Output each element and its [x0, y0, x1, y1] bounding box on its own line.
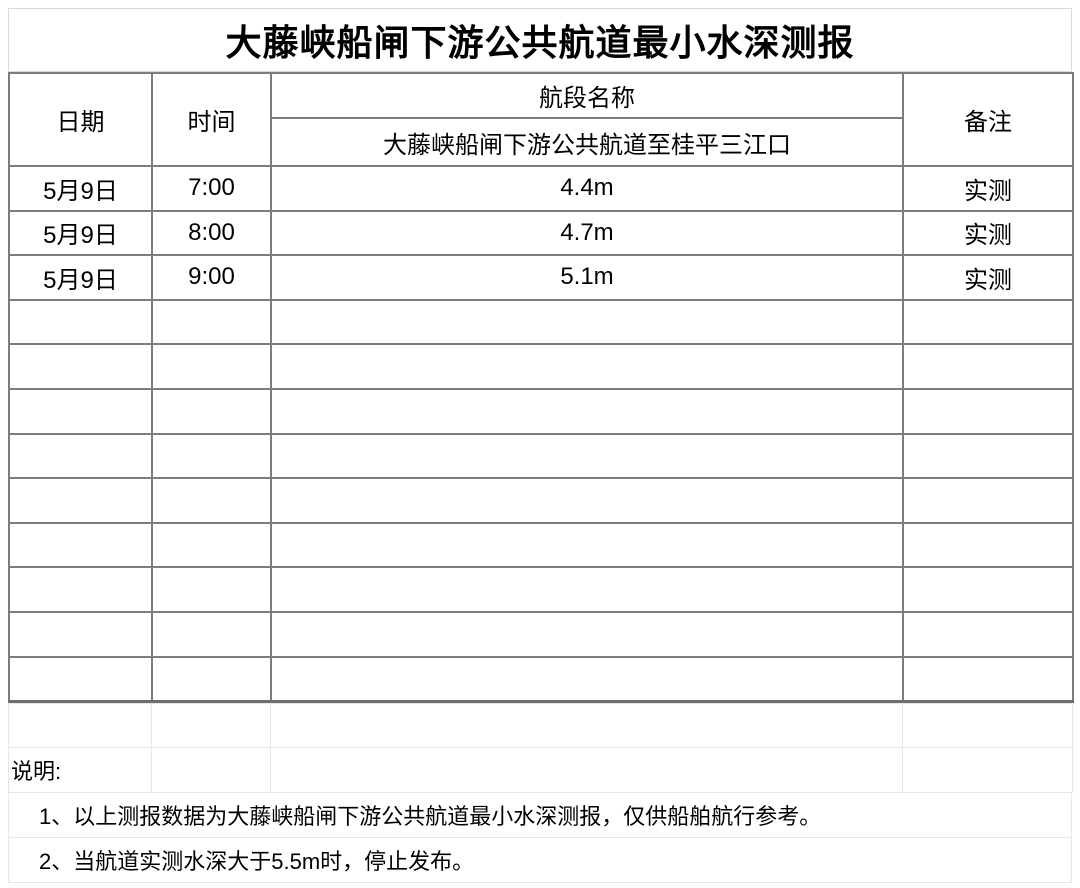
main-table: 日期 时间 航段名称 备注 大藤峡船闸下游公共航道至桂平三江口 5月9日 7:0… — [8, 72, 1074, 703]
cell-depth: 4.4m — [270, 165, 904, 212]
header-section-sub: 大藤峡船闸下游公共航道至桂平三江口 — [270, 117, 904, 167]
cell-remark-empty — [902, 521, 1074, 569]
header-date: 日期 — [8, 72, 153, 167]
cell-depth-empty — [270, 477, 904, 524]
cell-date-empty — [8, 477, 153, 524]
cell-depth-empty — [270, 432, 904, 480]
cell-time-empty — [151, 343, 272, 390]
faint-grid: 说明: — [8, 702, 1073, 793]
cell-time-empty — [151, 432, 272, 480]
cell-date-empty — [8, 655, 153, 703]
cell-remark: 实测 — [902, 209, 1074, 257]
cell-date-empty — [8, 343, 153, 390]
cell-remark-empty — [902, 432, 1074, 480]
cell-date-empty — [8, 432, 153, 480]
cell-time-empty — [151, 477, 272, 524]
cell-remark-empty — [902, 387, 1074, 435]
table-row: 5月9日 9:00 5.1m 实测 — [8, 254, 1074, 301]
header-remark: 备注 — [902, 72, 1074, 167]
cell-date: 5月9日 — [8, 209, 153, 257]
cell-date-empty — [8, 387, 153, 435]
empty-table-row — [8, 387, 1074, 435]
cell-time: 8:00 — [151, 209, 272, 257]
table-row: 5月9日 7:00 4.4m 实测 — [8, 165, 1074, 212]
notes-label-row: 说明: — [8, 746, 1073, 793]
cell-date-empty — [8, 566, 153, 613]
cell-time-empty — [151, 610, 272, 658]
cell-remark-empty — [902, 655, 1074, 703]
empty-table-row — [8, 610, 1074, 658]
note-row-2: 2、当航道实测水深大于5.5m时，停止发布。 — [8, 837, 1072, 883]
notes-label: 说明: — [8, 746, 152, 793]
main-table-body: 日期 时间 航段名称 备注 大藤峡船闸下游公共航道至桂平三江口 5月9日 7:0… — [8, 72, 1074, 703]
header-section: 航段名称 — [270, 72, 904, 119]
cell-depth: 5.1m — [270, 254, 904, 301]
cell-depth-empty — [270, 298, 904, 346]
cell-date: 5月9日 — [8, 165, 153, 212]
cell-remark-empty — [902, 298, 1074, 346]
cell-time-empty — [151, 655, 272, 703]
page-title: 大藤峡船闸下游公共航道最小水深测报 — [225, 22, 855, 63]
empty-table-row — [8, 298, 1074, 346]
empty-table-row — [8, 521, 1074, 569]
header-row-top: 日期 时间 航段名称 备注 — [8, 72, 1074, 167]
note-item-2: 2、当航道实测水深大于5.5m时，停止发布。 — [39, 848, 475, 874]
cell-depth-empty — [270, 610, 904, 658]
cell-date-empty — [8, 298, 153, 346]
empty-table-row — [8, 566, 1074, 613]
cell-remark: 实测 — [902, 165, 1074, 212]
cell-remark-empty — [902, 566, 1074, 613]
cell-depth: 4.7m — [270, 209, 904, 257]
cell-time: 9:00 — [151, 254, 272, 301]
cell-time: 7:00 — [151, 165, 272, 212]
cell-time-empty — [151, 521, 272, 569]
cell-depth-empty — [270, 566, 904, 613]
cell-remark-empty — [902, 610, 1074, 658]
empty-table-row — [8, 432, 1074, 480]
cell-date-empty — [8, 610, 153, 658]
header-time: 时间 — [151, 72, 272, 167]
empty-table-row — [8, 655, 1074, 703]
cell-depth-empty — [270, 521, 904, 569]
empty-table-row — [8, 343, 1074, 390]
cell-depth-empty — [270, 343, 904, 390]
empty-table-row — [8, 477, 1074, 524]
cell-depth-empty — [270, 387, 904, 435]
note-item-1: 1、以上测报数据为大藤峡船闸下游公共航道最小水深测报，仅供船舶航行参考。 — [39, 803, 822, 829]
title-block: 大藤峡船闸下游公共航道最小水深测报 — [8, 8, 1072, 72]
cell-time-empty — [151, 566, 272, 613]
note-row-1: 1、以上测报数据为大藤峡船闸下游公共航道最小水深测报，仅供船舶航行参考。 — [8, 792, 1072, 838]
header-row-sub: 大藤峡船闸下游公共航道至桂平三江口 — [9, 117, 1073, 167]
cell-date: 5月9日 — [8, 254, 153, 301]
cell-time-empty — [151, 298, 272, 346]
cell-date-empty — [8, 521, 153, 569]
cell-remark: 实测 — [902, 254, 1074, 301]
table-row: 5月9日 8:00 4.7m 实测 — [8, 209, 1074, 257]
cell-remark-empty — [902, 343, 1074, 390]
cell-time-empty — [151, 387, 272, 435]
cell-depth-empty — [270, 655, 904, 703]
cell-remark-empty — [902, 477, 1074, 524]
faint-empty-row — [8, 702, 1073, 748]
